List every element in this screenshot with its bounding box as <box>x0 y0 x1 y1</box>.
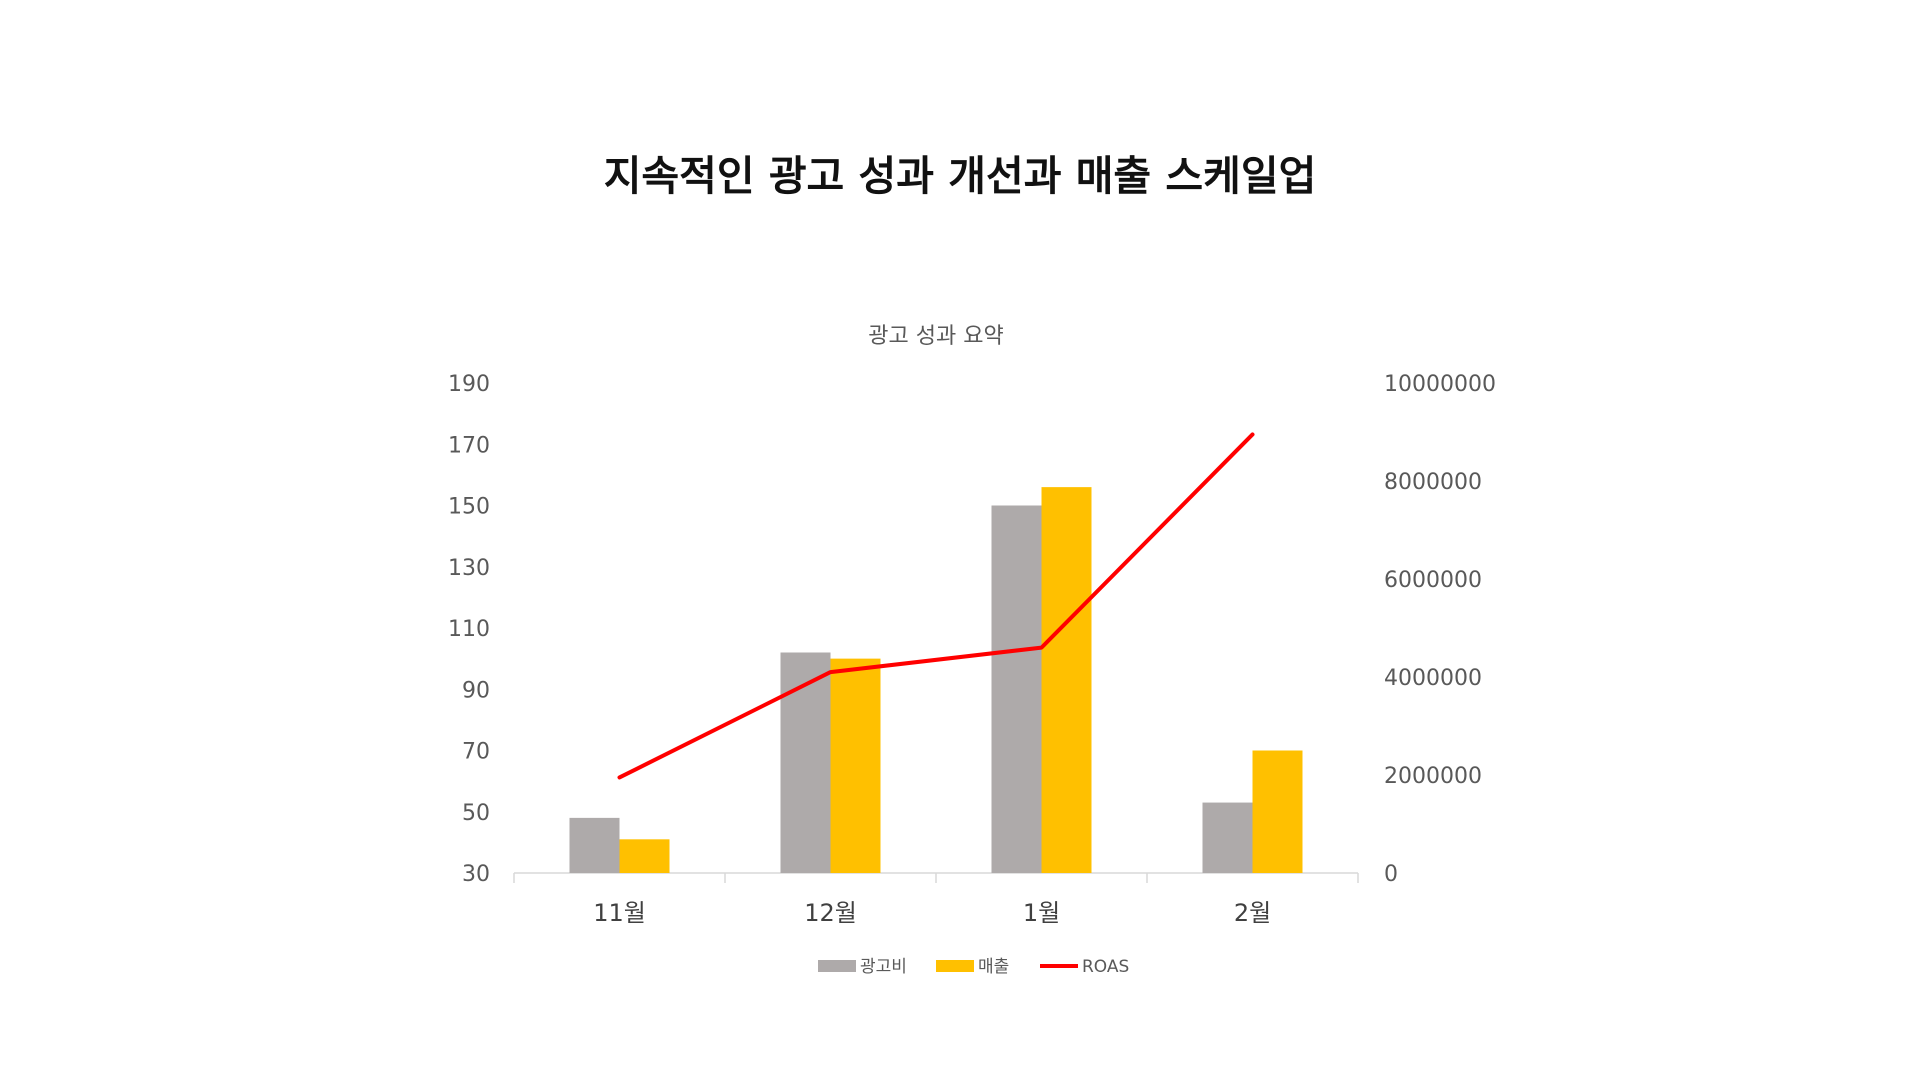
bar-revenue <box>830 658 881 873</box>
y-left-tick-label: 30 <box>462 862 490 887</box>
y-left-tick-label: 170 <box>448 433 490 458</box>
page-title: 지속적인 광고 성과 개선과 매출 스케일업 <box>603 152 1317 200</box>
legend-swatch-revenue <box>936 960 974 972</box>
y-left-tick-label: 110 <box>448 617 490 642</box>
y-right-tick-label: 4000000 <box>1384 666 1482 691</box>
bar-revenue <box>1252 750 1303 873</box>
y-left-tick-label: 130 <box>448 556 490 581</box>
chart-title: 광고 성과 요약 <box>868 324 1003 349</box>
bar-ad-spend <box>991 505 1042 873</box>
x-category-label: 1월 <box>1023 899 1060 927</box>
y-left-tick-label: 90 <box>462 678 490 703</box>
legend-swatch-ad-spend <box>818 960 856 972</box>
y-left-tick-label: 70 <box>462 740 490 765</box>
bar-ad-spend <box>1202 802 1253 873</box>
y-left-tick-label: 150 <box>448 495 490 520</box>
bar-revenue <box>1041 487 1092 873</box>
y-left-tick-label: 190 <box>448 372 490 397</box>
y-right-tick-label: 6000000 <box>1384 568 1482 593</box>
legend-label: ROAS <box>1082 957 1129 977</box>
y-right-tick-label: 2000000 <box>1384 764 1482 789</box>
y-right-tick-label: 10000000 <box>1384 372 1496 397</box>
y-right-tick-label: 0 <box>1384 862 1398 887</box>
bar-ad-spend <box>569 817 620 873</box>
x-category-label: 11월 <box>593 899 646 927</box>
bar-revenue <box>619 839 670 873</box>
legend-label: 광고비 <box>860 957 907 977</box>
x-category-label: 12월 <box>804 899 857 927</box>
y-left-tick-label: 50 <box>462 801 490 826</box>
x-category-label: 2월 <box>1234 899 1271 927</box>
roas-line <box>617 432 1255 780</box>
bar-ad-spend <box>780 652 831 873</box>
legend-label: 매출 <box>978 957 1009 977</box>
y-right-tick-label: 8000000 <box>1384 470 1482 495</box>
